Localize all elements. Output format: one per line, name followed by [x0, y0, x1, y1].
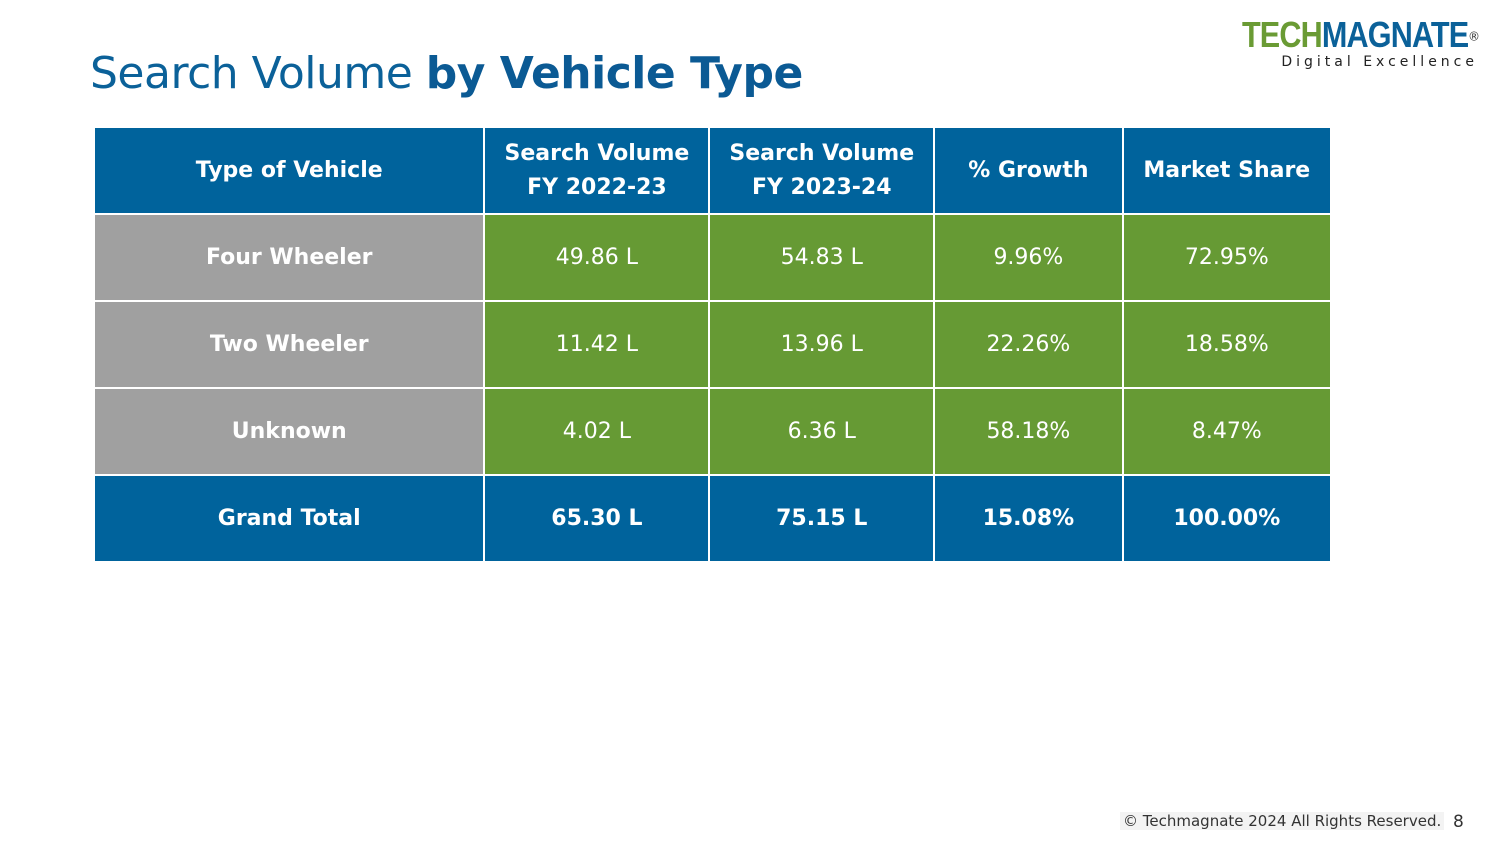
header-cell: Type of Vehicle: [92, 126, 486, 215]
title: Search Volume by Vehicle Type: [90, 48, 803, 99]
title-bold: by Vehicle Type: [425, 48, 804, 99]
cell: 11.42 L: [483, 300, 711, 389]
logo: TECHMAGNATE® Digital Excellence: [1202, 14, 1480, 70]
total-cell: 15.08%: [933, 474, 1124, 563]
table: Type of Vehicle Search Volume FY 2022-23 Se…: [92, 126, 1333, 563]
header-line: Search Volume: [729, 140, 915, 166]
row: Unknown 4.02 L 6.36 L 58.18% 8.47%: [92, 387, 1333, 476]
row-label: Two Wheeler: [92, 300, 486, 389]
total-row: Grand Total 65.30 L 75.15 L 15.08% 100.00%: [92, 474, 1333, 563]
total-cell: 75.15 L: [708, 474, 936, 563]
cell: 18.58%: [1121, 300, 1333, 389]
header-cell: % Growth: [933, 126, 1124, 215]
logo-word: TECHMAGNATE: [1241, 14, 1469, 56]
cell: 8.47%: [1121, 387, 1333, 476]
copyright: © Techmagnate 2024 All Rights Reserved.: [1120, 812, 1445, 830]
header-cell: Search Volume FY 2022-23: [483, 126, 711, 215]
cell: 49.86 L: [483, 213, 711, 302]
cell: 54.83 L: [708, 213, 936, 302]
header-cell: Search Volume FY 2023-24: [708, 126, 936, 215]
logo-reg: ®: [1468, 29, 1480, 44]
page-number: 8: [1453, 812, 1464, 832]
total-cell: Grand Total: [92, 474, 486, 563]
header-line: Search Volume: [504, 140, 690, 166]
header-line: % Growth: [968, 157, 1089, 183]
header-line: Market Share: [1143, 157, 1311, 183]
row-label: Unknown: [92, 387, 486, 476]
cell: 72.95%: [1121, 213, 1333, 302]
table-body: Four Wheeler 49.86 L 54.83 L 9.96% 72.95% Two…: [92, 213, 1333, 563]
row-label: Four Wheeler: [92, 213, 486, 302]
title-light: Search Volume: [90, 48, 413, 99]
row: Four Wheeler 49.86 L 54.83 L 9.96% 72.95%: [92, 213, 1333, 302]
cell: 22.26%: [933, 300, 1124, 389]
header-cell: Market Share: [1121, 126, 1333, 215]
cell: 4.02 L: [483, 387, 711, 476]
total-cell: 65.30 L: [483, 474, 711, 563]
cell: 9.96%: [933, 213, 1124, 302]
header-line: FY 2022-23: [527, 174, 667, 200]
cell: 6.36 L: [708, 387, 936, 476]
cell: 58.18%: [933, 387, 1124, 476]
header-row: Type of Vehicle Search Volume FY 2022-23 Se…: [92, 126, 1333, 215]
total-cell: 100.00%: [1121, 474, 1333, 563]
cell: 13.96 L: [708, 300, 936, 389]
header-line: FY 2023-24: [751, 174, 892, 200]
header-line: Type of Vehicle: [195, 157, 383, 183]
logo-tagline: Digital Excellence: [1281, 54, 1478, 70]
row: Two Wheeler 11.42 L 13.96 L 22.26% 18.58%: [92, 300, 1333, 389]
logo-magnate: MAGNATE: [1321, 14, 1469, 55]
logo-tech: TECH: [1241, 14, 1323, 55]
